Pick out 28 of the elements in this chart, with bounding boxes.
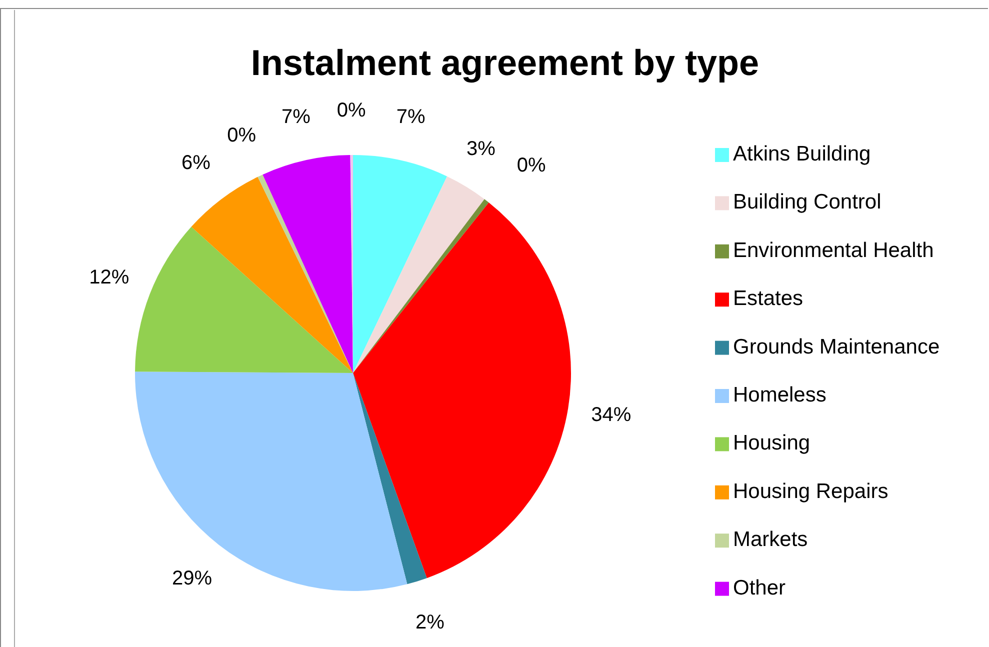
data-label: 0% (227, 124, 256, 147)
pie-slice (353, 155, 448, 373)
pie-slice (135, 372, 408, 591)
data-label: 7% (396, 106, 426, 128)
data-label: 3% (466, 138, 496, 160)
pie-slice (353, 373, 427, 584)
data-label: 0% (516, 154, 546, 177)
pie-slice (353, 202, 571, 578)
legend-label: Homeless (733, 384, 826, 407)
data-label: 0% (336, 100, 366, 122)
chart-title: Instalment agreement by type (250, 42, 760, 83)
legend-label: Housing Repairs (733, 480, 888, 503)
data-label: 6% (181, 152, 211, 174)
data-label: 7% (281, 106, 311, 128)
legend-label: Atkins Building (733, 142, 871, 166)
legend-label: Other (733, 576, 786, 600)
legend-label: Housing (733, 432, 810, 455)
pie-slice (135, 226, 353, 373)
legend-label: Grounds Maintenance (733, 335, 940, 358)
data-label: 2% (415, 611, 445, 634)
data-label: 29% (172, 567, 212, 590)
legend-label: Estates (733, 287, 804, 310)
legend-label: Markets (733, 528, 808, 552)
legend-label: Building Control (733, 190, 882, 214)
legend-label: Environmental Health (733, 238, 934, 262)
data-label: 34% (591, 404, 632, 426)
pie-slice (191, 176, 353, 373)
data-label: 12% (89, 266, 130, 289)
